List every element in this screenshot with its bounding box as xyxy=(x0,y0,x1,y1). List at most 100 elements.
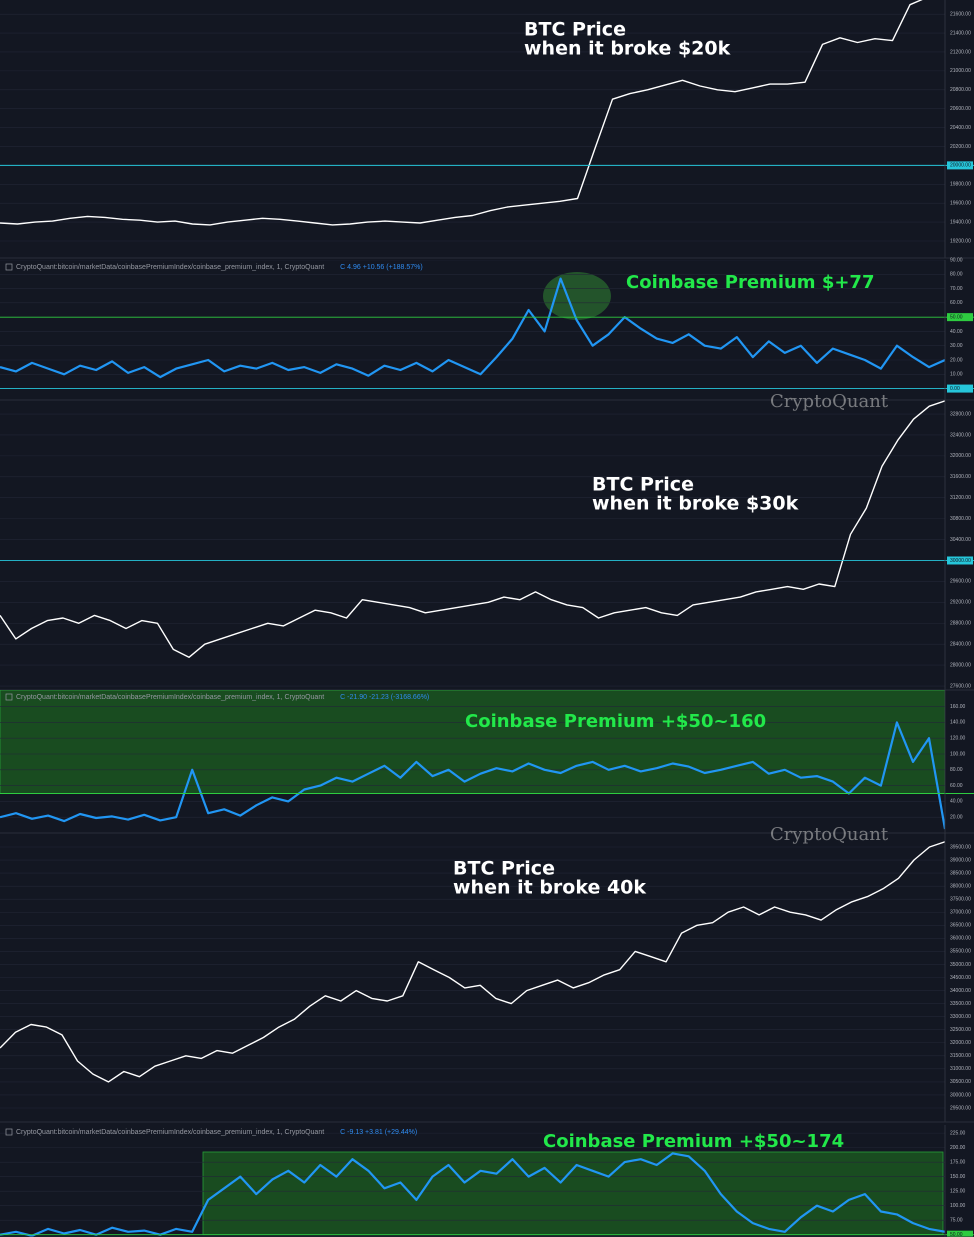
annotation: Coinbase Premium +$50~160 xyxy=(465,711,766,732)
y-tick-label: 70.00 xyxy=(950,286,963,292)
y-tick-label: 30.00 xyxy=(950,343,963,349)
y-tick-label: 38500.00 xyxy=(950,870,971,876)
y-tick-label: 30000.00 xyxy=(950,558,971,564)
series-line xyxy=(0,721,945,830)
y-tick-label: 29500.00 xyxy=(950,1105,971,1111)
y-tick-label: 20400.00 xyxy=(950,125,971,131)
y-tick-label: 27600.00 xyxy=(950,683,971,689)
y-tick-label: 39500.00 xyxy=(950,844,971,850)
indicator-header: CryptoQuant:bitcoin/marketData/coinbaseP… xyxy=(16,264,324,271)
y-tick-label: 35500.00 xyxy=(950,949,971,955)
indicator-header: CryptoQuant:bitcoin/marketData/coinbaseP… xyxy=(16,1129,324,1136)
y-tick-label: 10.00 xyxy=(950,372,963,378)
y-tick-label: 31500.00 xyxy=(950,1053,971,1059)
y-tick-label: 28400.00 xyxy=(950,642,971,648)
y-tick-label: 40.00 xyxy=(950,329,963,335)
y-tick-label: 100.00 xyxy=(950,751,966,757)
y-tick-label: 175.00 xyxy=(950,1159,966,1165)
y-tick-label: 125.00 xyxy=(950,1188,966,1194)
y-tick-label: 19400.00 xyxy=(950,219,971,225)
annotation: Coinbase Premium $+77 xyxy=(626,272,874,293)
annotation: BTC Price xyxy=(592,474,694,496)
y-tick-label: 0.00 xyxy=(950,386,960,392)
y-tick-label: 39000.00 xyxy=(950,857,971,863)
series-line xyxy=(0,1152,945,1237)
series-line xyxy=(0,277,945,379)
y-tick-label: 28000.00 xyxy=(950,662,971,668)
y-tick-label: 90.00 xyxy=(950,257,963,263)
level-tag xyxy=(947,161,973,170)
panel xyxy=(0,690,945,830)
premium-band xyxy=(202,1151,944,1236)
y-tick-label: 100.00 xyxy=(950,1203,966,1209)
y-tick-label: 20000.00 xyxy=(950,163,971,169)
y-tick-label: 120.00 xyxy=(950,736,966,742)
y-tick-label: 21600.00 xyxy=(950,12,971,18)
peak-highlight xyxy=(543,272,611,320)
y-tick-label: 20.00 xyxy=(950,815,963,821)
y-tick-label: 60.00 xyxy=(950,783,963,789)
header-icon xyxy=(5,263,13,271)
watermark: CryptoQuant xyxy=(770,391,889,412)
y-tick-label: 33000.00 xyxy=(950,1014,971,1020)
y-tick-label: 36500.00 xyxy=(950,923,971,929)
indicator-values: C -21.90 -21.23 (-3168.66%) xyxy=(340,694,429,701)
y-tick-label: 30400.00 xyxy=(950,537,971,543)
y-tick-label: 20200.00 xyxy=(950,144,971,150)
y-tick-label: 21200.00 xyxy=(950,49,971,55)
y-tick-label: 75.00 xyxy=(950,1217,963,1223)
y-tick-label: 30500.00 xyxy=(950,1079,971,1085)
y-tick-label: 80.00 xyxy=(950,767,963,773)
panel xyxy=(0,0,945,242)
y-tick-label: 160.00 xyxy=(950,704,966,710)
y-tick-label: 225.00 xyxy=(950,1130,966,1136)
y-tick-label: 60.00 xyxy=(950,300,963,306)
y-tick-label: 37000.00 xyxy=(950,910,971,916)
y-tick-label: 140.00 xyxy=(950,720,966,726)
y-tick-label: 31200.00 xyxy=(950,495,971,501)
series-line xyxy=(0,841,945,1083)
y-tick-label: 20800.00 xyxy=(950,87,971,93)
panel xyxy=(0,841,945,1109)
y-tick-label: 80.00 xyxy=(950,272,963,278)
annotation: when it broke $20k xyxy=(524,38,731,60)
series-line xyxy=(0,0,923,226)
series-line xyxy=(0,400,945,658)
annotation: when it broke $30k xyxy=(592,493,799,515)
y-tick-label: 29600.00 xyxy=(950,579,971,585)
y-tick-label: 32800.00 xyxy=(950,411,971,417)
y-tick-label: 33500.00 xyxy=(950,1001,971,1007)
y-tick-label: 21400.00 xyxy=(950,30,971,36)
indicator-values: C 4.96 +10.56 (+188.57%) xyxy=(340,264,423,271)
y-tick-label: 28800.00 xyxy=(950,621,971,627)
annotation: BTC Price xyxy=(524,19,626,41)
annotation: Coinbase Premium +$50~174 xyxy=(543,1131,844,1152)
y-tick-label: 21000.00 xyxy=(950,68,971,74)
y-tick-label: 19200.00 xyxy=(950,238,971,244)
y-tick-label: 38000.00 xyxy=(950,883,971,889)
watermark: CryptoQuant xyxy=(770,824,889,845)
level-tag xyxy=(947,1230,973,1237)
level-tag xyxy=(947,384,973,393)
y-tick-label: 32400.00 xyxy=(950,432,971,438)
annotation: BTC Price xyxy=(453,858,555,880)
y-tick-label: 29200.00 xyxy=(950,600,971,606)
level-tag xyxy=(947,556,973,565)
header-icon xyxy=(5,693,13,701)
header-icon xyxy=(5,1128,13,1136)
y-tick-label: 19800.00 xyxy=(950,182,971,188)
y-tick-label: 30800.00 xyxy=(950,516,971,522)
panel xyxy=(0,1132,945,1237)
y-tick-label: 19600.00 xyxy=(950,201,971,207)
y-tick-label: 32000.00 xyxy=(950,1040,971,1046)
y-tick-label: 20.00 xyxy=(950,357,963,363)
y-tick-label: 31000.00 xyxy=(950,1066,971,1072)
level-tag xyxy=(947,313,973,322)
annotation: when it broke 40k xyxy=(453,877,646,899)
y-tick-label: 36000.00 xyxy=(950,936,971,942)
y-tick-label: 31600.00 xyxy=(950,474,971,480)
y-tick-label: 34000.00 xyxy=(950,988,971,994)
y-tick-label: 32000.00 xyxy=(950,453,971,459)
